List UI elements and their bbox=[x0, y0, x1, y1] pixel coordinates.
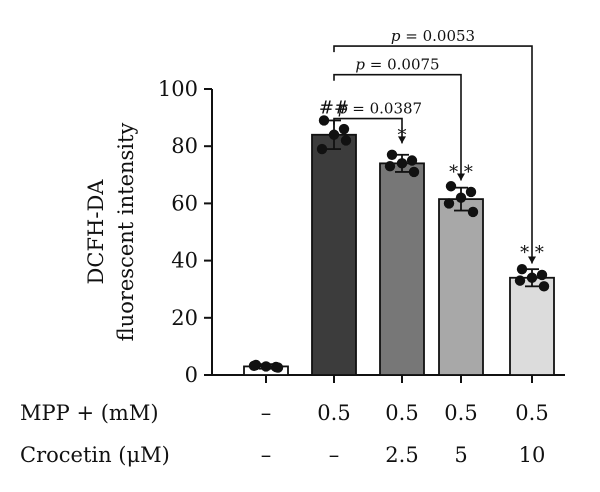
y-axis-label-line2: fluorescent intensity bbox=[114, 123, 138, 342]
comparison-bracket bbox=[333, 45, 533, 264]
data-point bbox=[514, 275, 526, 286]
data-point bbox=[467, 206, 479, 218]
bars-group bbox=[243, 119, 555, 376]
data-point bbox=[272, 362, 284, 373]
comparison-bracket bbox=[333, 117, 403, 144]
data-point bbox=[536, 269, 548, 281]
y-tick-label: 60 bbox=[171, 191, 198, 215]
condition-row-label: MPP + (mM) bbox=[20, 401, 159, 425]
condition-value: 0.5 bbox=[515, 401, 548, 425]
p-value-label: p = 0.0075 bbox=[355, 56, 439, 74]
y-axis-label-line1: DCFH-DA bbox=[84, 179, 108, 285]
condition-value: 0.5 bbox=[317, 401, 350, 425]
data-point bbox=[384, 161, 396, 172]
axes: 0 20 40 60 80 100 DCFH-DA fluorescent intensity bbox=[84, 77, 565, 387]
data-point bbox=[318, 115, 330, 126]
points-group bbox=[248, 115, 550, 373]
data-point bbox=[396, 158, 408, 169]
significance-marker: ## bbox=[319, 98, 349, 119]
p-value-label: p = 0.0053 bbox=[391, 27, 475, 45]
bar bbox=[509, 276, 555, 376]
condition-value: 0.5 bbox=[385, 401, 418, 425]
data-point bbox=[338, 123, 350, 135]
data-point bbox=[406, 155, 418, 166]
data-point bbox=[455, 192, 467, 203]
data-point bbox=[538, 281, 550, 292]
data-point bbox=[526, 272, 538, 283]
data-point bbox=[328, 129, 340, 140]
data-point bbox=[465, 186, 477, 198]
data-point bbox=[445, 181, 457, 192]
arrowhead bbox=[398, 136, 406, 144]
comparison-bracket bbox=[333, 73, 462, 181]
y-tick-label: 100 bbox=[158, 77, 198, 101]
data-point bbox=[260, 361, 272, 372]
data-point bbox=[316, 143, 328, 155]
condition-value: – bbox=[329, 443, 340, 467]
arrowhead bbox=[457, 173, 465, 181]
data-point bbox=[516, 263, 528, 275]
condition-value: 10 bbox=[519, 443, 546, 467]
conditions-table: MPP + (mM) – 0.5 0.5 0.5 0.5 Crocetin (μM) – – 2.… bbox=[20, 401, 549, 467]
y-tick-label: 80 bbox=[171, 134, 198, 158]
condition-value: – bbox=[261, 401, 272, 425]
condition-value: – bbox=[261, 443, 272, 467]
y-tick-label: 40 bbox=[171, 249, 198, 273]
condition-value: 5 bbox=[454, 443, 467, 467]
data-point bbox=[386, 149, 398, 160]
y-tick-label: 0 bbox=[185, 363, 198, 387]
data-point bbox=[340, 135, 352, 146]
data-point bbox=[443, 198, 455, 209]
condition-row-label: Crocetin (μM) bbox=[20, 443, 170, 467]
bar bbox=[311, 133, 357, 376]
condition-value: 2.5 bbox=[385, 443, 418, 467]
data-point bbox=[248, 360, 260, 372]
bar bbox=[379, 162, 425, 376]
data-point bbox=[408, 166, 420, 178]
p-value-label: p = 0.0387 bbox=[338, 100, 422, 118]
y-tick-label: 20 bbox=[171, 306, 198, 330]
bar bbox=[438, 198, 484, 376]
condition-value: 0.5 bbox=[444, 401, 477, 425]
arrowhead bbox=[528, 256, 536, 264]
